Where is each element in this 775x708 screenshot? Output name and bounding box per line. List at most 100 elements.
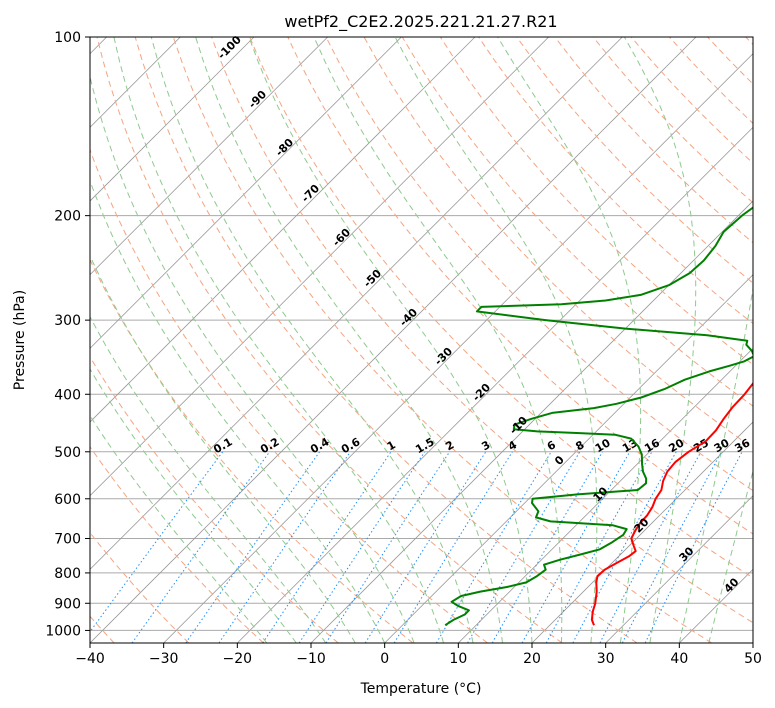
x-tick-label: −20 [223, 651, 253, 667]
y-tick-label: 900 [54, 596, 81, 612]
dry-adiabat-label: -20 [470, 381, 493, 404]
y-tick-label: 500 [54, 445, 81, 461]
dry-adiabat [211, 37, 753, 624]
y-tick-label: 300 [54, 313, 81, 329]
moist-adiabat [248, 37, 533, 643]
y-tick-label: 1000 [45, 623, 81, 639]
mixing-ratio-line [364, 451, 487, 643]
moist-adiabat [113, 37, 445, 643]
mixing-ratio-line [435, 451, 552, 643]
mixing-ratio-line [185, 451, 321, 643]
isotherm-line [310, 200, 753, 643]
dry-adiabat [90, 355, 339, 643]
chart-title: wetPf2_C2E2.2025.221.21.27.R21 [284, 12, 557, 32]
x-tick-label: 0 [380, 651, 389, 667]
dry-adiabat-label: 10 [591, 484, 611, 504]
dry-adiabat [516, 37, 753, 284]
x-tick-label: 40 [670, 651, 688, 667]
isotherm-line [90, 37, 623, 570]
dry-adiabat-label: -10 [507, 414, 530, 437]
x-tick-label: −30 [149, 651, 179, 667]
isotherm-line [90, 37, 402, 349]
mixing-ratio-label: 16 [642, 436, 662, 455]
y-tick-label: 100 [54, 30, 81, 46]
dry-adiabat [90, 531, 190, 643]
dry-adiabat-label: 0 [552, 453, 567, 468]
mixing-ratio-label: 10 [593, 436, 613, 455]
y-tick-label: 200 [54, 209, 81, 225]
dry-adiabat-label: 30 [677, 544, 697, 564]
isotherm-line [163, 53, 753, 643]
mixing-ratio-label: 0.4 [308, 435, 332, 456]
moist-adiabat [90, 254, 356, 643]
isotherm-line [90, 37, 549, 497]
moist-adiabat [678, 285, 753, 643]
dry-adiabat-label: -80 [273, 136, 296, 159]
dry-adiabat [287, 37, 753, 535]
dry-adiabat [478, 37, 753, 325]
x-axis-label: Temperature (°C) [360, 681, 482, 697]
isotherm-line [90, 37, 476, 423]
isotherm-line [90, 37, 697, 643]
dry-adiabat-label: -50 [361, 267, 384, 290]
dry-adiabat-label: -40 [397, 306, 420, 329]
dry-adiabat [249, 37, 753, 579]
dry-adiabat-label: -60 [330, 226, 353, 249]
mixing-ratio-line [467, 451, 581, 643]
y-tick-label: 800 [54, 566, 81, 582]
mixing-ratio-line [131, 451, 271, 643]
dry-adiabat-label: -90 [246, 88, 269, 111]
dry-adiabat [90, 258, 414, 643]
isotherm-line [752, 642, 753, 643]
mixing-ratio-label: 0.1 [211, 435, 234, 456]
isotherm-line [90, 37, 328, 276]
dry-adiabat-label: -30 [432, 345, 455, 368]
moist-adiabat [313, 37, 563, 643]
mixing-ratio-label: 30 [712, 436, 732, 455]
isotherm-line [237, 126, 753, 643]
dry-adiabat [745, 37, 753, 46]
mixing-ratio-label: 4 [506, 438, 519, 453]
grid: 0.1 0.2 0.4 0.6 1 1.5 2 3 4 6 8 10 13 16 20 25 30 36 [90, 37, 753, 643]
temperature-line [590, 381, 753, 626]
moist-adiabat [90, 179, 386, 643]
dry-adiabat-label: -70 [299, 182, 322, 205]
dewpoint-line [444, 206, 753, 627]
x-tick-label: 10 [449, 651, 467, 667]
isotherm-line [384, 274, 753, 643]
x-tick-label: 50 [744, 651, 762, 667]
mixing-ratio-line [298, 451, 426, 643]
dry-adiabat [172, 37, 712, 643]
isotherm-line [90, 37, 255, 202]
dry-adiabat [90, 148, 488, 643]
mixing-ratio-line [262, 451, 392, 643]
dry-adiabat [134, 37, 638, 643]
series-layer [444, 206, 753, 627]
moist-adiabat [195, 37, 503, 643]
x-tick-label: 30 [597, 651, 615, 667]
moist-adiabat [90, 315, 327, 643]
mixing-ratio-line [572, 451, 677, 643]
mixing-ratio-line [545, 451, 653, 643]
moist-adiabat [708, 469, 753, 643]
mixing-ratio-line [599, 451, 702, 643]
axis-ticks: -100-90-80-70-60-50-40-30-20-10010203040… [45, 30, 762, 667]
mixing-ratio-line [218, 451, 351, 643]
moist-adiabat [150, 37, 474, 643]
mixing-ratio-label: 20 [667, 436, 687, 455]
mixing-ratio-line [644, 451, 743, 643]
mixing-ratio-line [521, 451, 631, 643]
y-axis-label: Pressure (hPa) [12, 290, 28, 390]
x-tick-label: 20 [523, 651, 541, 667]
moist-adiabat [90, 368, 297, 643]
y-tick-label: 400 [54, 387, 81, 403]
mixing-ratio-label: 0.2 [258, 435, 281, 456]
moist-adiabat [623, 37, 697, 643]
mixing-ratio-label: 0.6 [339, 435, 363, 456]
dry-adiabat [96, 37, 563, 643]
moist-adiabat [90, 74, 415, 643]
dry-adiabat [90, 445, 264, 643]
x-tick-label: −40 [75, 651, 105, 667]
plot-frame [89, 36, 754, 644]
